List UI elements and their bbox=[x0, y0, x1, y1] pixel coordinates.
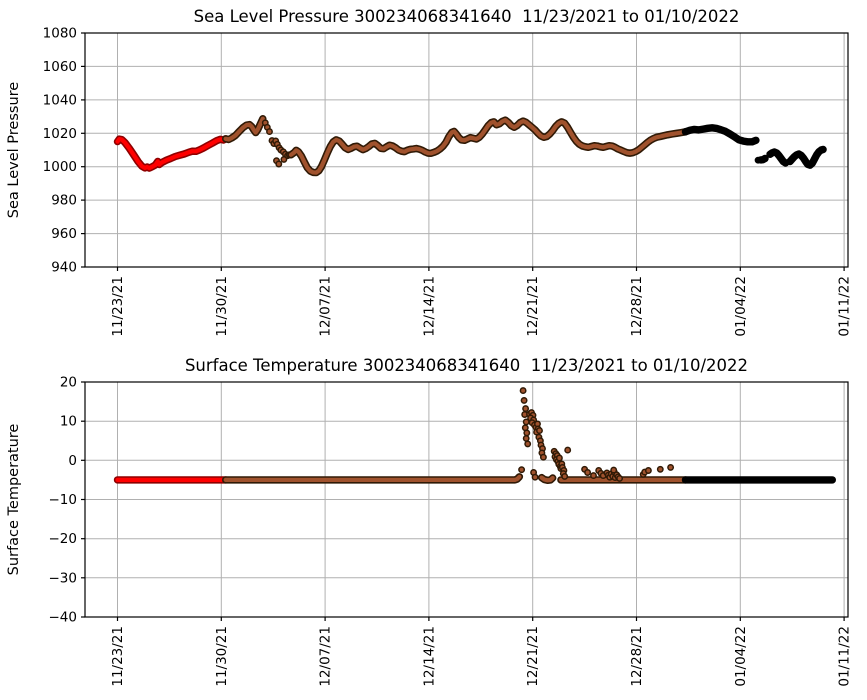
y-tick-label: −20 bbox=[49, 531, 78, 547]
y-tick-label: −40 bbox=[49, 610, 78, 626]
series-mid-brown-1 bbox=[223, 116, 265, 142]
sea-level-pressure-ylabel: Sea Level Pressure bbox=[6, 82, 22, 218]
series-spike-scatter-dot bbox=[555, 454, 563, 462]
series-mid-brown-2 bbox=[288, 118, 688, 175]
series-mid-brown-scatter-dot bbox=[275, 160, 283, 168]
surface-temperature-ylabel: Surface Temperature bbox=[6, 424, 22, 576]
series-spike-scatter-dot bbox=[522, 434, 530, 442]
series-late-black-1 bbox=[683, 125, 758, 144]
x-tick-label: 01/04/22 bbox=[733, 626, 749, 687]
series-spike-scatter-dot bbox=[523, 429, 531, 437]
series-spike-scatter-dot bbox=[667, 463, 675, 471]
y-tick-label: 960 bbox=[51, 226, 77, 242]
series-spike-scatter-dot bbox=[520, 396, 528, 404]
y-tick-label: 1080 bbox=[43, 26, 77, 42]
y-tick-label: 0 bbox=[68, 453, 77, 469]
series-early-red bbox=[115, 136, 228, 171]
series-spike-scatter-dot bbox=[584, 469, 592, 476]
series-spike-scatter-dot bbox=[656, 465, 664, 473]
series-spike-scatter-dot bbox=[524, 440, 532, 448]
y-tick-label: 10 bbox=[60, 414, 77, 430]
series-spike-scatter-dot bbox=[536, 427, 543, 435]
x-tick-label: 12/28/21 bbox=[629, 626, 645, 687]
series-mid-brown-scatter-dot bbox=[266, 128, 273, 136]
series-late-black-2 bbox=[767, 149, 788, 166]
x-tick-label: 12/28/21 bbox=[629, 276, 645, 337]
y-tick-label: 1000 bbox=[43, 159, 77, 175]
x-tick-label: 01/04/22 bbox=[733, 276, 749, 337]
series-spike-scatter-dot bbox=[644, 467, 652, 474]
series-spike-scatter-dot bbox=[616, 474, 624, 482]
y-tick-label: 20 bbox=[60, 375, 77, 391]
x-tick-label: 12/14/21 bbox=[421, 276, 437, 337]
series-spike-scatter-dot bbox=[590, 472, 597, 480]
y-tick-label: 1040 bbox=[43, 92, 77, 108]
x-tick-label: 12/07/21 bbox=[318, 276, 334, 337]
x-tick-label: 11/23/21 bbox=[110, 276, 126, 337]
series-late-black-3 bbox=[787, 147, 826, 168]
y-tick-label: 1020 bbox=[43, 126, 77, 142]
series-late-black-dash bbox=[758, 156, 768, 162]
surface-temperature-title: Surface Temperature 300234068341640 11/2… bbox=[185, 356, 748, 375]
series-spike-scatter-dot bbox=[561, 472, 569, 480]
axes-frame bbox=[84, 32, 849, 268]
x-tick-label: 01/11/22 bbox=[837, 626, 853, 687]
series-spike-scatter-dot bbox=[531, 473, 539, 481]
sea-level-pressure-plot: 11/23/21 11/30/21 12/07/21 12/14/21 12/21/21… bbox=[6, 7, 853, 337]
y-tick-label: 1060 bbox=[43, 59, 77, 75]
x-tick-label: 01/11/22 bbox=[837, 276, 853, 337]
series-spike-scatter-dot bbox=[539, 453, 547, 461]
x-tick-label: 12/21/21 bbox=[525, 276, 541, 337]
series-mid-brown-1 bbox=[223, 474, 522, 482]
series-spike-scatter-dot bbox=[518, 466, 526, 474]
x-tick-label: 11/30/21 bbox=[214, 276, 230, 337]
surface-temperature-plot: 11/23/21 11/30/21 12/07/21 12/14/21 12/21/21… bbox=[6, 356, 853, 687]
x-tick-label: 11/23/21 bbox=[110, 626, 126, 687]
sea-level-pressure-title: Sea Level Pressure 300234068341640 11/23… bbox=[194, 7, 740, 26]
x-tick-label: 12/21/21 bbox=[525, 626, 541, 687]
y-tick-label: 980 bbox=[51, 193, 77, 209]
x-tick-label: 11/30/21 bbox=[214, 626, 230, 687]
series-mid-brown-smile bbox=[539, 475, 555, 483]
x-tick-label: 12/14/21 bbox=[421, 626, 437, 687]
y-tick-label: −30 bbox=[49, 570, 78, 586]
series-spike-scatter-dot bbox=[610, 466, 618, 474]
y-tick-label: −10 bbox=[49, 492, 78, 508]
series-mid-brown-scatter-dot bbox=[280, 155, 288, 163]
y-tick-label: 940 bbox=[51, 260, 77, 276]
series-spike-scatter-dot bbox=[522, 405, 530, 413]
series-spike-scatter-dot bbox=[519, 387, 527, 395]
series-spike-scatter-dot bbox=[564, 446, 572, 454]
x-tick-label: 12/07/21 bbox=[318, 626, 334, 687]
